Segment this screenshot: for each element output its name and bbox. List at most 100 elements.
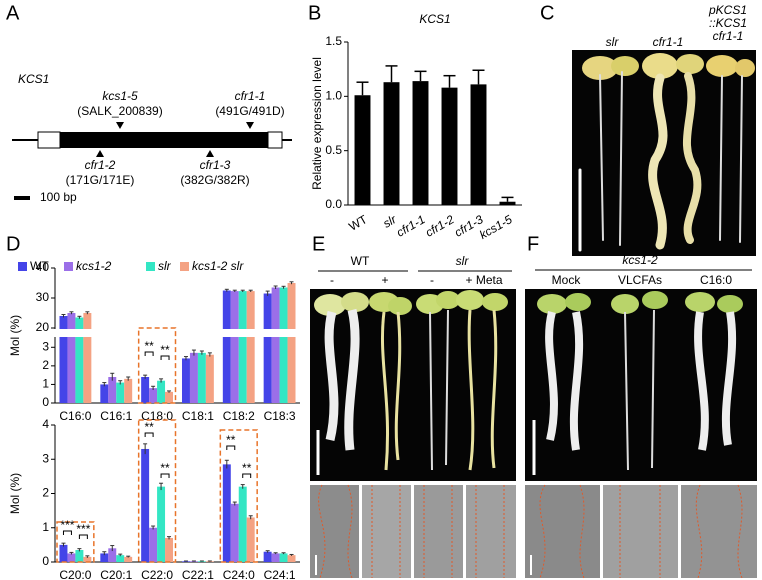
column-label: slr (606, 35, 620, 49)
panel-label: F (527, 233, 539, 255)
utr (37, 131, 61, 149)
y-tick-label: 3 (42, 339, 49, 353)
bar (263, 293, 272, 403)
y-tick-label: 1 (42, 520, 49, 534)
panel-label: E (312, 233, 325, 255)
bar (83, 556, 92, 562)
significance-bracket (144, 351, 154, 356)
bar (59, 316, 68, 403)
y-axis-label: Mol (%) (8, 473, 22, 514)
x-tick-label: C20:1 (100, 568, 132, 580)
significance-label: ** (144, 339, 154, 353)
bar (271, 553, 280, 562)
bar (354, 95, 371, 205)
scale-label: 100 bp (40, 190, 77, 204)
bar (108, 377, 117, 403)
y-tick-label: 1.0 (325, 89, 342, 103)
x-tick-label: C18:2 (223, 409, 255, 423)
x-tick-label: C18:3 (264, 409, 296, 423)
arrow (246, 122, 254, 129)
bar (287, 283, 296, 403)
y-tick-label: 4 (42, 417, 49, 431)
x-tick-label: C16:1 (100, 409, 132, 423)
bar (83, 313, 92, 403)
y-tick-label: 0 (42, 395, 49, 409)
arrow (96, 150, 104, 157)
bar (383, 82, 400, 205)
bar (441, 87, 458, 205)
y-tick-label: 20 (36, 320, 50, 334)
y-tick-label: 30 (36, 290, 50, 304)
allele-id: (382G/382R) (180, 173, 249, 187)
bar (197, 352, 206, 403)
y-tick-label: 1 (42, 377, 49, 391)
allele-id: (171G/171E) (66, 173, 135, 187)
bar (141, 377, 150, 403)
bar (149, 388, 158, 403)
legend-swatch (146, 262, 155, 271)
treatment-label: VLCFAs (618, 273, 662, 287)
column-label: cfr1-1 (653, 35, 684, 49)
y-tick-label: 2 (42, 486, 49, 500)
bar (412, 81, 429, 205)
x-tick-label: kcs1-5 (477, 212, 515, 242)
treatment-label: C16:0 (700, 273, 732, 287)
x-tick-label: C22:0 (141, 568, 173, 580)
bar (499, 201, 516, 205)
bar (165, 391, 174, 403)
significance-label: ** (160, 343, 170, 357)
significance-label: ** (242, 461, 252, 475)
bar (75, 317, 84, 403)
seedlings (532, 291, 743, 475)
photo (310, 289, 516, 481)
photo (525, 289, 757, 481)
chart-title: KCS1 (419, 12, 450, 26)
y-tick-label: 1.5 (325, 34, 342, 48)
y-tick-label: 0.0 (325, 197, 342, 211)
genotype-label: kcs1-2 (622, 253, 658, 267)
allele: kcs1-5 (102, 89, 138, 103)
significance-bracket (78, 534, 88, 539)
bar (230, 291, 239, 403)
bar (116, 382, 125, 403)
bar (149, 527, 158, 562)
treatment-label: Mock (552, 273, 582, 287)
treatment-label: - (430, 273, 434, 287)
bar (141, 448, 150, 562)
bar (165, 538, 174, 562)
bar (157, 380, 166, 403)
x-tick-label: WT (346, 212, 370, 234)
bar (263, 551, 272, 562)
bar (470, 84, 487, 205)
bar (67, 313, 76, 403)
bar (108, 548, 117, 562)
bar (75, 550, 84, 562)
treatment-label: + Meta (465, 273, 502, 287)
legend-label: slr (158, 259, 172, 273)
panel-label: A (6, 2, 20, 24)
bar (59, 544, 68, 562)
bar (205, 354, 214, 403)
column-label: ::KCS1 (709, 16, 747, 30)
arrow (206, 150, 214, 157)
highlight-box (137, 327, 177, 404)
bar (246, 517, 255, 562)
gene-name: KCS1 (18, 72, 49, 86)
bar (189, 352, 198, 403)
bar (238, 486, 247, 562)
y-tick-label: 0.5 (325, 143, 342, 157)
bar (222, 464, 231, 562)
panel-label: B (308, 2, 321, 24)
bar (246, 291, 255, 403)
significance-bracket (242, 473, 252, 478)
y-axis-label: Relative expression level (310, 57, 324, 190)
seedlings (314, 290, 508, 475)
legend-label: WT (30, 259, 49, 273)
significance-bracket (144, 432, 154, 437)
highlight-box (219, 429, 258, 563)
seedlings (578, 53, 755, 252)
column-label: cfr1-1 (713, 29, 744, 43)
x-tick-label: cfr1-2 (423, 212, 457, 240)
allele: cfr1-2 (85, 158, 116, 172)
